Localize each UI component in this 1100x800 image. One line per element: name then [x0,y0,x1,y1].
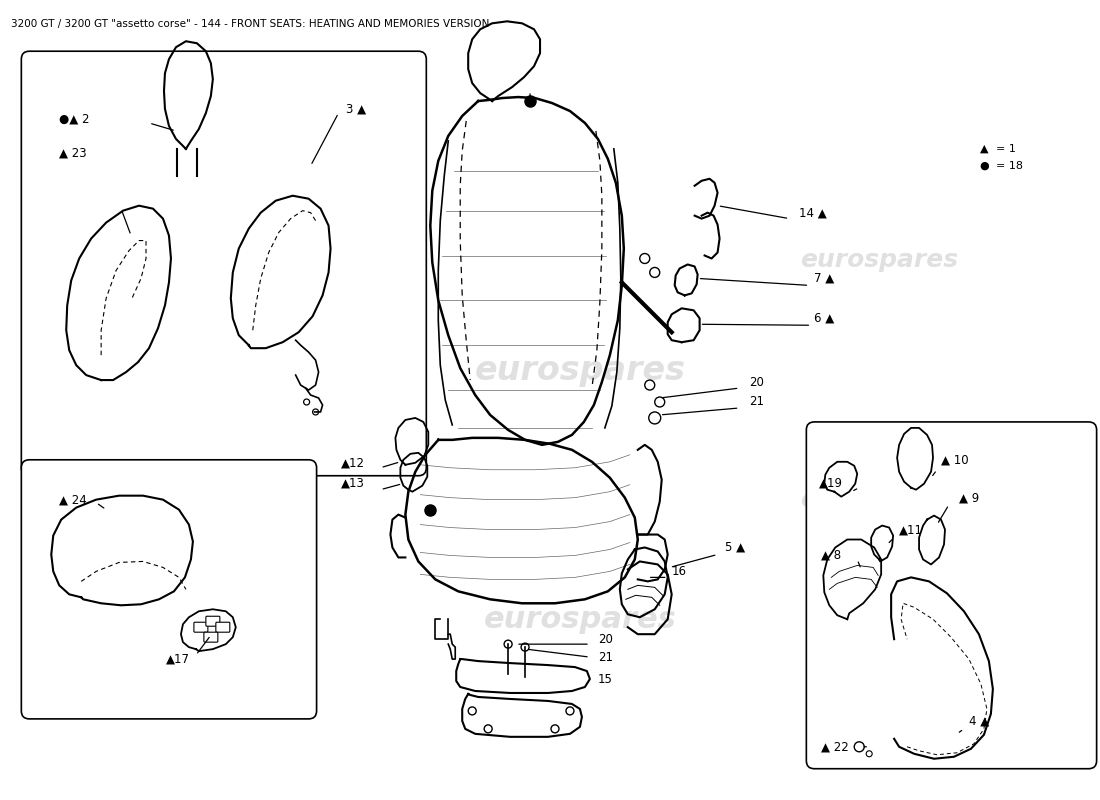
Text: 21: 21 [749,395,764,409]
Text: 3200 GT / 3200 GT "assetto corse" - 144 - FRONT SEATS: HEATING AND MEMORIES VERS: 3200 GT / 3200 GT "assetto corse" - 144 … [11,19,490,30]
Text: eurospares: eurospares [123,206,298,234]
Text: = 1: = 1 [996,144,1015,154]
Text: ▲ 10: ▲ 10 [940,454,969,466]
FancyBboxPatch shape [206,616,220,626]
Text: 20: 20 [749,375,764,389]
Text: ▲ 8: ▲ 8 [822,549,842,562]
Text: 7 ▲: 7 ▲ [814,272,835,285]
Text: eurospares: eurospares [800,488,958,512]
FancyBboxPatch shape [194,622,208,632]
Text: 15: 15 [598,673,613,686]
FancyBboxPatch shape [216,622,230,632]
Text: eurospares: eurospares [123,575,298,603]
FancyBboxPatch shape [806,422,1097,769]
Text: 14 ▲: 14 ▲ [800,206,827,219]
Text: 5 ▲: 5 ▲ [725,541,745,554]
Text: ●: ● [979,161,989,171]
Text: ▲12: ▲12 [341,456,364,470]
Text: ▲13: ▲13 [341,476,364,490]
Text: eurospares: eurospares [474,354,685,386]
Text: = 18: = 18 [996,161,1023,171]
FancyBboxPatch shape [204,632,218,642]
Text: eurospares: eurospares [800,249,958,273]
Text: ▲ 23: ▲ 23 [59,146,87,159]
Text: 4 ▲: 4 ▲ [969,714,989,727]
Text: ▲17: ▲17 [166,653,190,666]
FancyBboxPatch shape [21,51,427,476]
Text: ▲11: ▲11 [899,523,923,536]
Text: ▲19: ▲19 [820,476,844,490]
Text: 20: 20 [598,633,613,646]
Text: ●▲ 2: ●▲ 2 [59,113,90,126]
Text: 16: 16 [672,565,686,578]
FancyBboxPatch shape [21,460,317,719]
Text: ▲: ▲ [980,144,988,154]
Text: eurospares: eurospares [484,605,676,634]
Text: ▲ 9: ▲ 9 [959,491,979,504]
Text: 21: 21 [598,650,613,664]
Text: 6 ▲: 6 ▲ [814,312,835,325]
Text: ▲ 22: ▲ 22 [822,740,849,754]
Text: ▲ 24: ▲ 24 [59,493,87,506]
Text: 3 ▲: 3 ▲ [345,102,365,115]
